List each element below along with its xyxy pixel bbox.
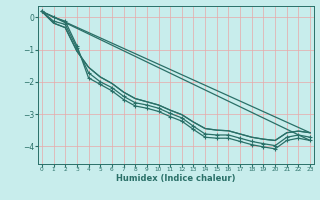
X-axis label: Humidex (Indice chaleur): Humidex (Indice chaleur) xyxy=(116,174,236,183)
